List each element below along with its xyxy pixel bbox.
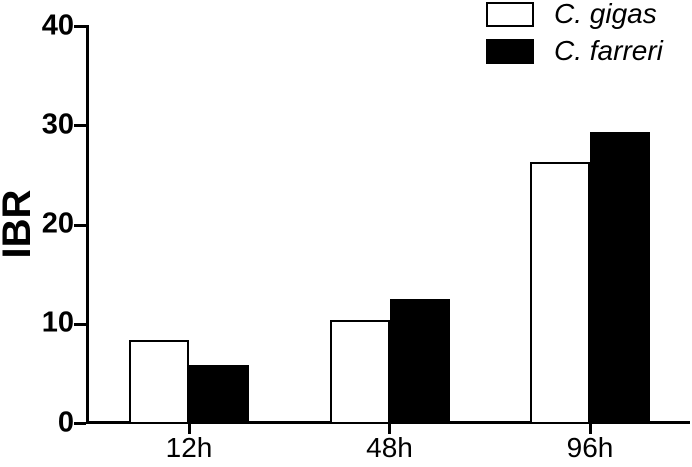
legend-label-c-gigas: C. gigas [554, 0, 657, 29]
y-axis-line [86, 25, 89, 424]
x-tick-48h [388, 421, 391, 434]
legend-item-c-farreri: C. farreri [486, 35, 663, 66]
legend-swatch-c-gigas [486, 1, 534, 27]
bar-c-gigas-12h [129, 340, 189, 424]
y-tick-label-40: 40 [41, 8, 74, 41]
x-tick-12h [187, 421, 191, 434]
x-tick-label-48h: 48h [366, 432, 413, 463]
x-tick-label-12h: 12h [165, 432, 213, 463]
y-tick-10 [74, 322, 86, 326]
bar-c-gigas-48h [329, 320, 390, 424]
y-tick-40 [74, 25, 86, 28]
y-tick-0 [74, 422, 86, 425]
y-tick-label-0: 0 [57, 405, 74, 438]
y-tick-label-10: 10 [41, 306, 74, 339]
legend-swatch-c-farreri [486, 38, 534, 64]
y-tick-label-20: 20 [41, 207, 74, 240]
y-tick-label-30: 30 [41, 108, 74, 141]
legend-item-c-gigas: C. gigas [486, 0, 657, 29]
bar-c-gigas-96h [530, 162, 590, 424]
bar-c-farreri-48h [389, 299, 450, 424]
legend-label-c-farreri: C. farreri [554, 35, 663, 66]
bar-c-farreri-12h [189, 365, 249, 424]
x-tick-label-96h: 96h [566, 432, 614, 463]
bar-c-farreri-96h [590, 132, 650, 424]
x-tick-96h [588, 421, 592, 434]
y-tick-30 [74, 124, 86, 128]
y-tick-20 [74, 223, 86, 227]
